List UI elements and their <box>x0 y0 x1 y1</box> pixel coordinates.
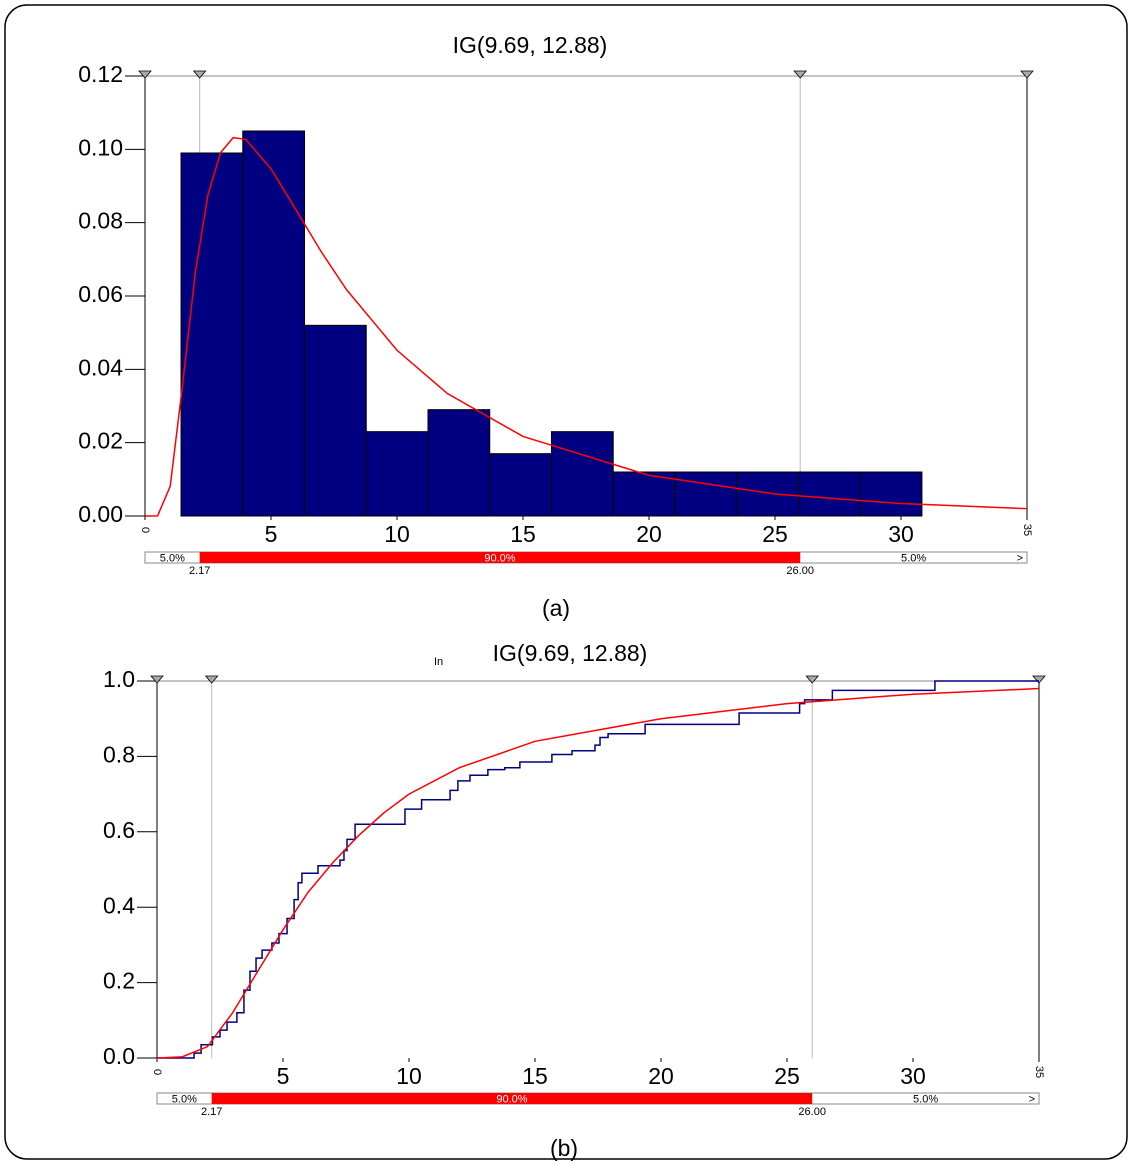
x-tick-label: 30 <box>888 521 914 547</box>
x-tick-label: 25 <box>774 1063 800 1089</box>
x-tick-label: 20 <box>636 521 662 547</box>
percentile-range <box>211 1093 813 1104</box>
y-tick-label: 0.10 <box>78 134 123 160</box>
x-tick-label: 10 <box>384 521 410 547</box>
x-tick-label: 25 <box>762 521 788 547</box>
y-tick-label: 0.00 <box>78 501 123 527</box>
y-tick-label: 0.02 <box>78 428 123 454</box>
y-tick-label: 0.12 <box>78 61 123 87</box>
x-tick-label: 0 <box>151 1069 163 1075</box>
x-tick-label: 10 <box>396 1063 422 1089</box>
y-tick-label: 0.06 <box>78 281 123 307</box>
caption: (b) <box>550 1135 578 1161</box>
bar <box>242 130 306 517</box>
delimiter-handle <box>204 675 219 684</box>
x-tick-label: 5 <box>277 1063 290 1089</box>
y-tick-label: 0.8 <box>103 741 135 767</box>
caption: (a) <box>542 595 570 621</box>
bar <box>612 471 676 517</box>
y-tick-label: 1.0 <box>103 666 135 692</box>
x-tick-label: 30 <box>900 1063 926 1089</box>
x-tick-label: 35 <box>1021 524 1033 536</box>
delimiter-handle <box>138 70 152 79</box>
delimiter-handle <box>1032 675 1046 684</box>
delimiter-handle <box>1020 70 1034 79</box>
bar <box>736 471 799 517</box>
percentile-range <box>199 552 801 563</box>
delimiter-handle <box>192 70 207 79</box>
percentile-label: 5.0% <box>901 552 926 564</box>
percentile-label: 90.0% <box>496 1093 527 1105</box>
percentile-end: > <box>1017 552 1023 564</box>
x-tick-label: 15 <box>510 521 536 547</box>
marker-label: 26.00 <box>798 1106 826 1118</box>
x-tick-label: 15 <box>522 1063 548 1089</box>
chart-title: IG(9.69, 12.88) <box>493 640 648 666</box>
chart-title: IG(9.69, 12.88) <box>453 32 608 58</box>
x-tick-label: 5 <box>265 521 278 547</box>
percentile-label: 5.0% <box>172 1093 197 1105</box>
curve <box>144 136 1028 517</box>
curve <box>157 680 1039 1059</box>
bar <box>365 431 429 517</box>
bar <box>304 324 367 517</box>
x-tick-label: 35 <box>1033 1066 1045 1078</box>
percentile-label: 90.0% <box>484 552 515 564</box>
delimiter-handle <box>150 675 164 684</box>
annotation: In <box>434 656 443 668</box>
y-tick-label: 0.04 <box>78 354 123 380</box>
percentile-label: 5.0% <box>160 552 185 564</box>
bar <box>797 471 861 517</box>
y-tick-label: 0.0 <box>103 1043 135 1069</box>
y-tick-label: 0.6 <box>103 817 135 843</box>
curve <box>156 687 1040 1059</box>
x-tick-label: 20 <box>648 1063 674 1089</box>
percentile-label: 5.0% <box>913 1093 938 1105</box>
marker-label: 2.17 <box>189 565 210 577</box>
bar <box>550 431 614 517</box>
bar <box>859 471 923 517</box>
x-tick-label: 0 <box>139 527 151 533</box>
delimiter-handle <box>793 70 808 79</box>
frame <box>4 4 1128 1160</box>
bar <box>674 471 738 517</box>
delimiter-handle <box>805 675 820 684</box>
y-tick-label: 0.2 <box>103 968 135 994</box>
percentile-end: > <box>1029 1093 1035 1105</box>
bar <box>489 453 552 517</box>
bar <box>427 409 491 517</box>
y-tick-label: 0.08 <box>78 208 123 234</box>
bar <box>180 152 244 517</box>
marker-label: 2.17 <box>201 1106 222 1118</box>
y-tick-label: 0.4 <box>103 892 135 918</box>
marker-label: 26.00 <box>786 565 814 577</box>
